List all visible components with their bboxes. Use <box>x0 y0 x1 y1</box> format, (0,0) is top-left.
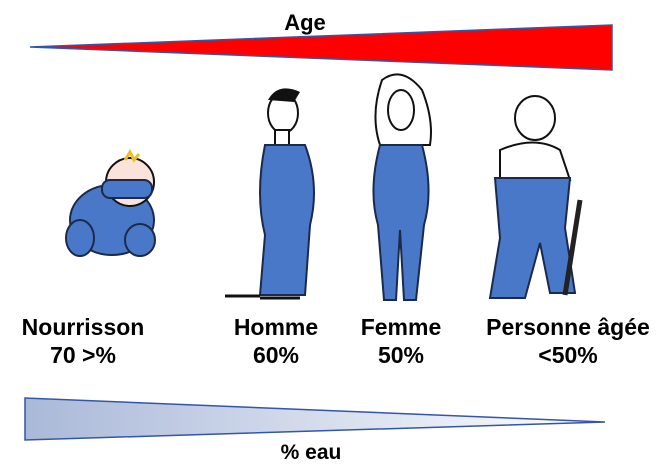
group-name: Femme <box>361 314 442 340</box>
bottom-label: % eau <box>281 441 342 464</box>
group-value: 70 >% <box>50 342 116 368</box>
woman-figure <box>372 73 432 301</box>
group-name: Nourrisson <box>22 314 145 340</box>
group-value: <50% <box>538 342 597 368</box>
group-name: Homme <box>234 314 318 340</box>
group-value: 50% <box>378 342 424 368</box>
man-figure <box>225 88 315 300</box>
group-name: Personne âgée <box>486 314 650 340</box>
baby-figure <box>65 148 156 257</box>
age-wedge <box>29 24 613 71</box>
top-label: Age <box>284 10 326 35</box>
water-wedge <box>24 397 606 441</box>
elderly-figure <box>488 95 583 299</box>
group-value: 60% <box>253 342 299 368</box>
